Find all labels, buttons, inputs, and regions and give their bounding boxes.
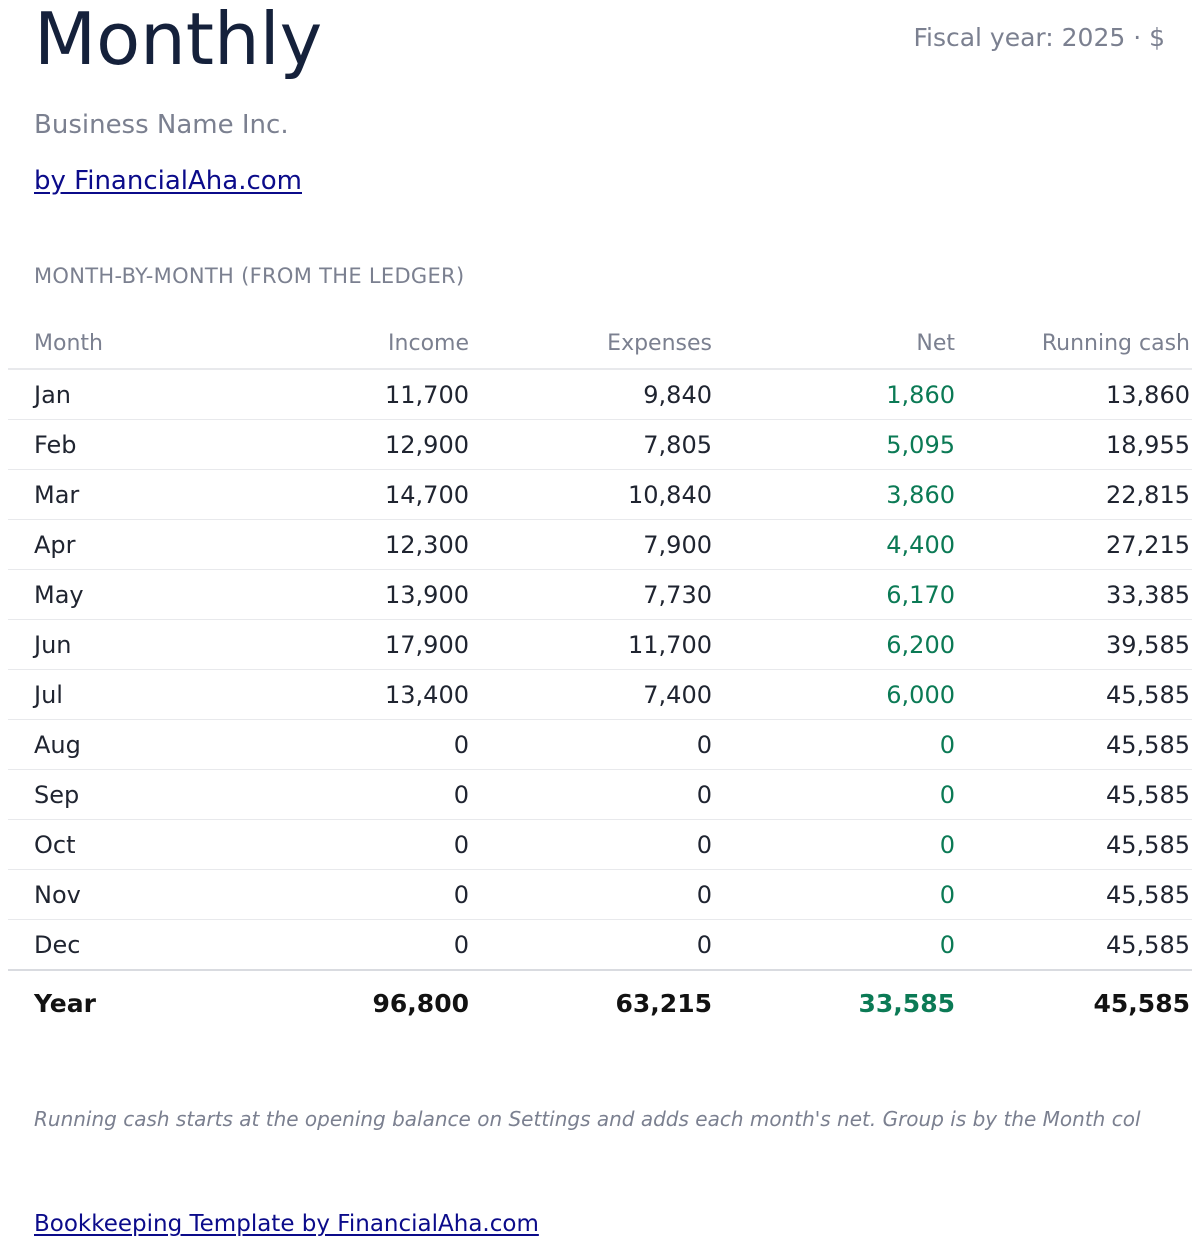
- table-row: Apr 12,300 7,900 4,400 27,215: [8, 519, 1192, 570]
- cell-income: 12,900: [266, 419, 469, 470]
- cell-month: Aug: [8, 719, 266, 770]
- table-row: Jun 17,900 11,700 6,200 39,585: [8, 619, 1192, 670]
- table-row: Jan 11,700 9,840 1,860 13,860: [8, 369, 1192, 420]
- cell-month: Jul: [8, 669, 266, 720]
- cell-income: 13,400: [266, 669, 469, 720]
- table-row: Feb 12,900 7,805 5,095 18,955: [8, 419, 1192, 470]
- fiscal-year-label: Fiscal year: 2025 · $: [913, 23, 1165, 52]
- cell-expenses: 0: [469, 719, 712, 770]
- cell-income: 0: [266, 869, 469, 920]
- table-row: Mar 14,700 10,840 3,860 22,815: [8, 469, 1192, 520]
- cell-income: 11,700: [266, 369, 469, 420]
- total-label: Year: [34, 988, 96, 1018]
- cell-running-cash: 45,585: [955, 819, 1192, 870]
- cell-net: 0: [712, 919, 955, 971]
- cell-net: 5,095: [712, 419, 955, 470]
- cell-expenses: 0: [469, 819, 712, 870]
- cell-month: Oct: [8, 819, 266, 870]
- cell-month: Sep: [8, 769, 266, 820]
- footer-link[interactable]: Bookkeeping Template by FinancialAha.com: [34, 1211, 539, 1237]
- cell-month: Mar: [8, 469, 266, 520]
- table-row: May 13,900 7,730 6,170 33,385: [8, 569, 1192, 620]
- cell-income: 0: [266, 819, 469, 870]
- page-title: Monthly: [34, 0, 323, 81]
- cell-running-cash: 45,585: [955, 769, 1192, 820]
- cell-income: 12,300: [266, 519, 469, 570]
- cell-net: 0: [712, 819, 955, 870]
- cell-expenses: 10,840: [469, 469, 712, 520]
- cell-running-cash: 45,585: [955, 869, 1192, 920]
- column-header-month: Month: [8, 318, 266, 370]
- total-running-cash: 45,585: [1093, 988, 1190, 1018]
- table-row: Oct 0 0 0 45,585: [8, 819, 1192, 870]
- column-header-running-cash: Running cash: [955, 318, 1192, 370]
- cell-month: Apr: [8, 519, 266, 570]
- cell-expenses: 7,400: [469, 669, 712, 720]
- cell-running-cash: 45,585: [955, 669, 1192, 720]
- cell-month: Nov: [8, 869, 266, 920]
- column-header-income: Income: [266, 318, 469, 370]
- table-row: Jul 13,400 7,400 6,000 45,585: [8, 669, 1192, 720]
- cell-expenses: 7,730: [469, 569, 712, 620]
- cell-net: 0: [712, 869, 955, 920]
- table-header-row: Month Income Expenses Net Running cash: [8, 318, 1192, 370]
- cell-month: Feb: [8, 419, 266, 470]
- cell-expenses: 7,900: [469, 519, 712, 570]
- cell-income: 0: [266, 719, 469, 770]
- cell-running-cash: 33,385: [955, 569, 1192, 620]
- column-header-expenses: Expenses: [469, 318, 712, 370]
- section-heading: MONTH-BY-MONTH (FROM THE LEDGER): [34, 264, 465, 288]
- total-income: 96,800: [372, 988, 469, 1018]
- cell-income: 0: [266, 769, 469, 820]
- cell-expenses: 7,805: [469, 419, 712, 470]
- cell-income: 14,700: [266, 469, 469, 520]
- cell-net: 0: [712, 719, 955, 770]
- total-expenses: 63,215: [615, 988, 712, 1018]
- cell-expenses: 0: [469, 769, 712, 820]
- cell-net: 0: [712, 769, 955, 820]
- cell-income: 17,900: [266, 619, 469, 670]
- cell-running-cash: 13,860: [955, 369, 1192, 420]
- cell-net: 6,170: [712, 569, 955, 620]
- cell-month: Jun: [8, 619, 266, 670]
- cell-month: Jan: [8, 369, 266, 420]
- cell-running-cash: 39,585: [955, 619, 1192, 670]
- footnote: Running cash starts at the opening balan…: [34, 1107, 1141, 1131]
- table-row: Nov 0 0 0 45,585: [8, 869, 1192, 920]
- cell-running-cash: 22,815: [955, 469, 1192, 520]
- cell-net: 6,000: [712, 669, 955, 720]
- cell-expenses: 0: [469, 919, 712, 971]
- cell-income: 13,900: [266, 569, 469, 620]
- cell-running-cash: 27,215: [955, 519, 1192, 570]
- cell-running-cash: 18,955: [955, 419, 1192, 470]
- cell-net: 1,860: [712, 369, 955, 420]
- table-row: Sep 0 0 0 45,585: [8, 769, 1192, 820]
- cell-expenses: 9,840: [469, 369, 712, 420]
- table-row: Aug 0 0 0 45,585: [8, 719, 1192, 770]
- cell-net: 4,400: [712, 519, 955, 570]
- column-header-net: Net: [712, 318, 955, 370]
- year-total-row: Year 96,800 63,215 33,585 45,585: [8, 970, 1192, 1035]
- cell-income: 0: [266, 919, 469, 971]
- cell-month: Dec: [8, 919, 266, 971]
- cell-running-cash: 45,585: [955, 719, 1192, 770]
- business-name: Business Name Inc.: [34, 110, 289, 140]
- cell-net: 3,860: [712, 469, 955, 520]
- monthly-ledger-table: Month Income Expenses Net Running cash J…: [8, 318, 1192, 1035]
- cell-running-cash: 45,585: [955, 919, 1192, 971]
- cell-month: May: [8, 569, 266, 620]
- by-financialaha-link[interactable]: by FinancialAha.com: [34, 166, 302, 196]
- total-net: 33,585: [858, 988, 955, 1018]
- table-row: Dec 0 0 0 45,585: [8, 919, 1192, 971]
- cell-net: 6,200: [712, 619, 955, 670]
- cell-expenses: 11,700: [469, 619, 712, 670]
- cell-expenses: 0: [469, 869, 712, 920]
